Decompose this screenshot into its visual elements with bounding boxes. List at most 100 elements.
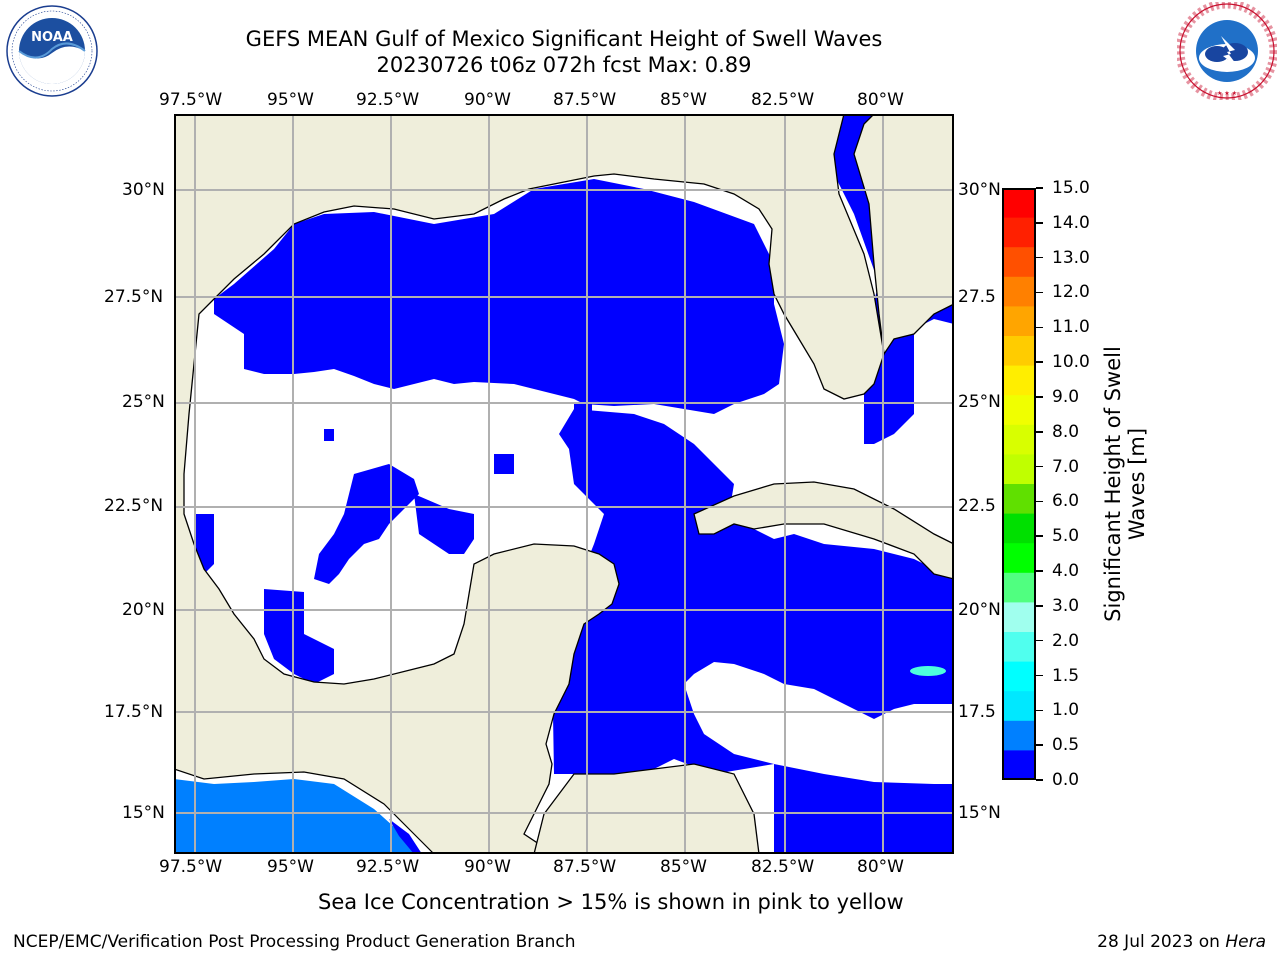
colorbar-tick-label: 8.0 xyxy=(1052,421,1080,442)
lon-tick-label: 80°W xyxy=(857,90,904,110)
lon-tick-label: 95°W xyxy=(267,90,314,110)
colorbar-tick-mark xyxy=(1036,396,1043,398)
lat-tick-label: 15°N xyxy=(958,803,1001,823)
map-svg xyxy=(174,114,954,854)
map-border xyxy=(174,114,954,854)
colorbar-tick-label: 6.0 xyxy=(1052,491,1080,512)
lat-tick-label: 20°N xyxy=(122,600,165,620)
colorbar-tick-mark xyxy=(1036,431,1043,433)
colorbar-segment xyxy=(1002,247,1036,278)
footer-date-text: 28 Jul 2023 on xyxy=(1097,932,1226,952)
colorbar-tick-label: 11.0 xyxy=(1052,317,1090,338)
pacific-swell xyxy=(174,779,419,854)
colorbar-tick-mark xyxy=(1036,361,1043,363)
lon-tick-label: 97.5°W xyxy=(159,857,223,877)
pacific-swell-edge xyxy=(389,819,422,854)
colorbar-tick-label: 7.0 xyxy=(1052,456,1080,477)
lat-tick-label: 27.5°N xyxy=(104,287,164,307)
colorbar-segment xyxy=(1002,632,1036,663)
lon-tick-label: 92.5°W xyxy=(356,857,420,877)
colorbar-tick-label: 4.0 xyxy=(1052,561,1080,582)
colorbar-segment xyxy=(1002,306,1036,337)
national-weather-service-logo: ★ ★ ★ xyxy=(1175,0,1279,103)
colorbar xyxy=(1002,188,1036,781)
colorbar-tick-label: 14.0 xyxy=(1052,212,1090,233)
colorbar-tick-mark xyxy=(1036,639,1043,642)
colorbar-segment xyxy=(1002,543,1036,574)
colorbar-segment xyxy=(1002,395,1036,426)
colorbar-segment xyxy=(1002,336,1036,367)
colorbar-tick-mark xyxy=(1036,222,1043,224)
colorbar-tick-mark xyxy=(1036,500,1043,503)
sea-ice-note: Sea Ice Concentration > 15% is shown in … xyxy=(318,890,904,914)
colorbar-tick-mark xyxy=(1036,779,1043,781)
colorbar-svg xyxy=(1002,188,1036,781)
colorbar-label: Significant Height of Swell Waves [m] xyxy=(1101,284,1149,684)
noaa-logo: NOAA xyxy=(6,5,98,97)
footer-host: Hera xyxy=(1225,932,1266,952)
graticule xyxy=(174,114,954,854)
colorbar-segment xyxy=(1002,365,1036,396)
colorbar-tick-label: 2.0 xyxy=(1052,630,1080,651)
colorbar-tick-label: 0.5 xyxy=(1052,735,1080,756)
colorbar-label-line2: Waves [m] xyxy=(1125,427,1149,541)
colorbar-segment xyxy=(1002,217,1036,248)
colorbar-segment xyxy=(1002,750,1036,781)
chart-subtitle: 20230726 t06z 072h fcst Max: 0.89 xyxy=(376,53,752,77)
lat-tick-label: 17.5 xyxy=(958,702,996,722)
lat-tick-label: 22.5°N xyxy=(104,496,164,516)
swell-1.5-2.0-band xyxy=(910,666,946,676)
colorbar-tick-mark xyxy=(1036,187,1043,189)
lon-tick-label: 95°W xyxy=(267,857,314,877)
lat-tick-label: 30°N xyxy=(122,180,165,200)
lat-tick-label: 15°N xyxy=(122,803,165,823)
lon-tick-label: 92.5°W xyxy=(356,90,420,110)
colorbar-tick-mark xyxy=(1036,570,1043,572)
lon-tick-label: 85°W xyxy=(660,90,707,110)
colorbar-tick-mark xyxy=(1036,535,1043,537)
colorbar-tick-label: 10.0 xyxy=(1052,352,1090,373)
lon-tick-label: 82.5°W xyxy=(751,857,815,877)
chart-title: GEFS MEAN Gulf of Mexico Significant Hei… xyxy=(245,27,883,51)
lon-tick-label: 80°W xyxy=(857,857,904,877)
colorbar-tick-mark xyxy=(1036,674,1043,677)
colorbar-tick-label: 0.0 xyxy=(1052,770,1080,790)
colorbar-tick-label: 12.0 xyxy=(1052,282,1090,303)
colorbar-segment xyxy=(1002,602,1036,633)
colorbar-segment xyxy=(1002,484,1036,515)
colorbar-tick-mark xyxy=(1036,709,1043,712)
lat-tick-label: 27.5 xyxy=(958,287,996,307)
footer-credit: NCEP/EMC/Verification Post Processing Pr… xyxy=(13,932,576,952)
colorbar-segment xyxy=(1002,661,1036,692)
colorbar-tick-label: 9.0 xyxy=(1052,386,1080,407)
colorbar-tick-label: 3.0 xyxy=(1052,595,1080,616)
colorbar-segment xyxy=(1002,454,1036,485)
colorbar-tick-mark xyxy=(1036,465,1043,468)
colorbar-tick-mark xyxy=(1036,326,1043,329)
colorbar-border xyxy=(1002,188,1036,780)
colorbar-tick-mark xyxy=(1036,291,1043,294)
lon-tick-label: 82.5°W xyxy=(751,90,815,110)
lon-tick-label: 87.5°W xyxy=(553,90,617,110)
footer-date: 28 Jul 2023 on Hera xyxy=(1097,932,1266,952)
colorbar-segment xyxy=(1002,691,1036,722)
colorbar-tick-label: 5.0 xyxy=(1052,526,1080,547)
lat-tick-label: 25°N xyxy=(122,392,165,412)
lat-tick-label: 20°N xyxy=(958,600,1001,620)
colorbar-segment xyxy=(1002,572,1036,603)
lon-tick-label: 90°W xyxy=(464,90,511,110)
noaa-logo-text: NOAA xyxy=(31,30,73,45)
lat-tick-label: 30°N xyxy=(958,180,1001,200)
colorbar-tick-label: 1.5 xyxy=(1052,665,1080,686)
colorbar-tick-label: 15.0 xyxy=(1052,178,1090,198)
colorbar-segment xyxy=(1002,424,1036,455)
lon-tick-label: 87.5°W xyxy=(553,857,617,877)
colorbar-tick-mark xyxy=(1036,256,1043,259)
svg-text:★ ★ ★: ★ ★ ★ xyxy=(1217,90,1237,97)
lat-tick-label: 22.5 xyxy=(958,496,996,516)
colorbar-tick-label: 13.0 xyxy=(1052,247,1090,268)
colorbar-segment xyxy=(1002,188,1036,219)
lon-tick-label: 85°W xyxy=(660,857,707,877)
colorbar-tick-mark xyxy=(1036,744,1043,746)
colorbar-segment xyxy=(1002,720,1036,751)
